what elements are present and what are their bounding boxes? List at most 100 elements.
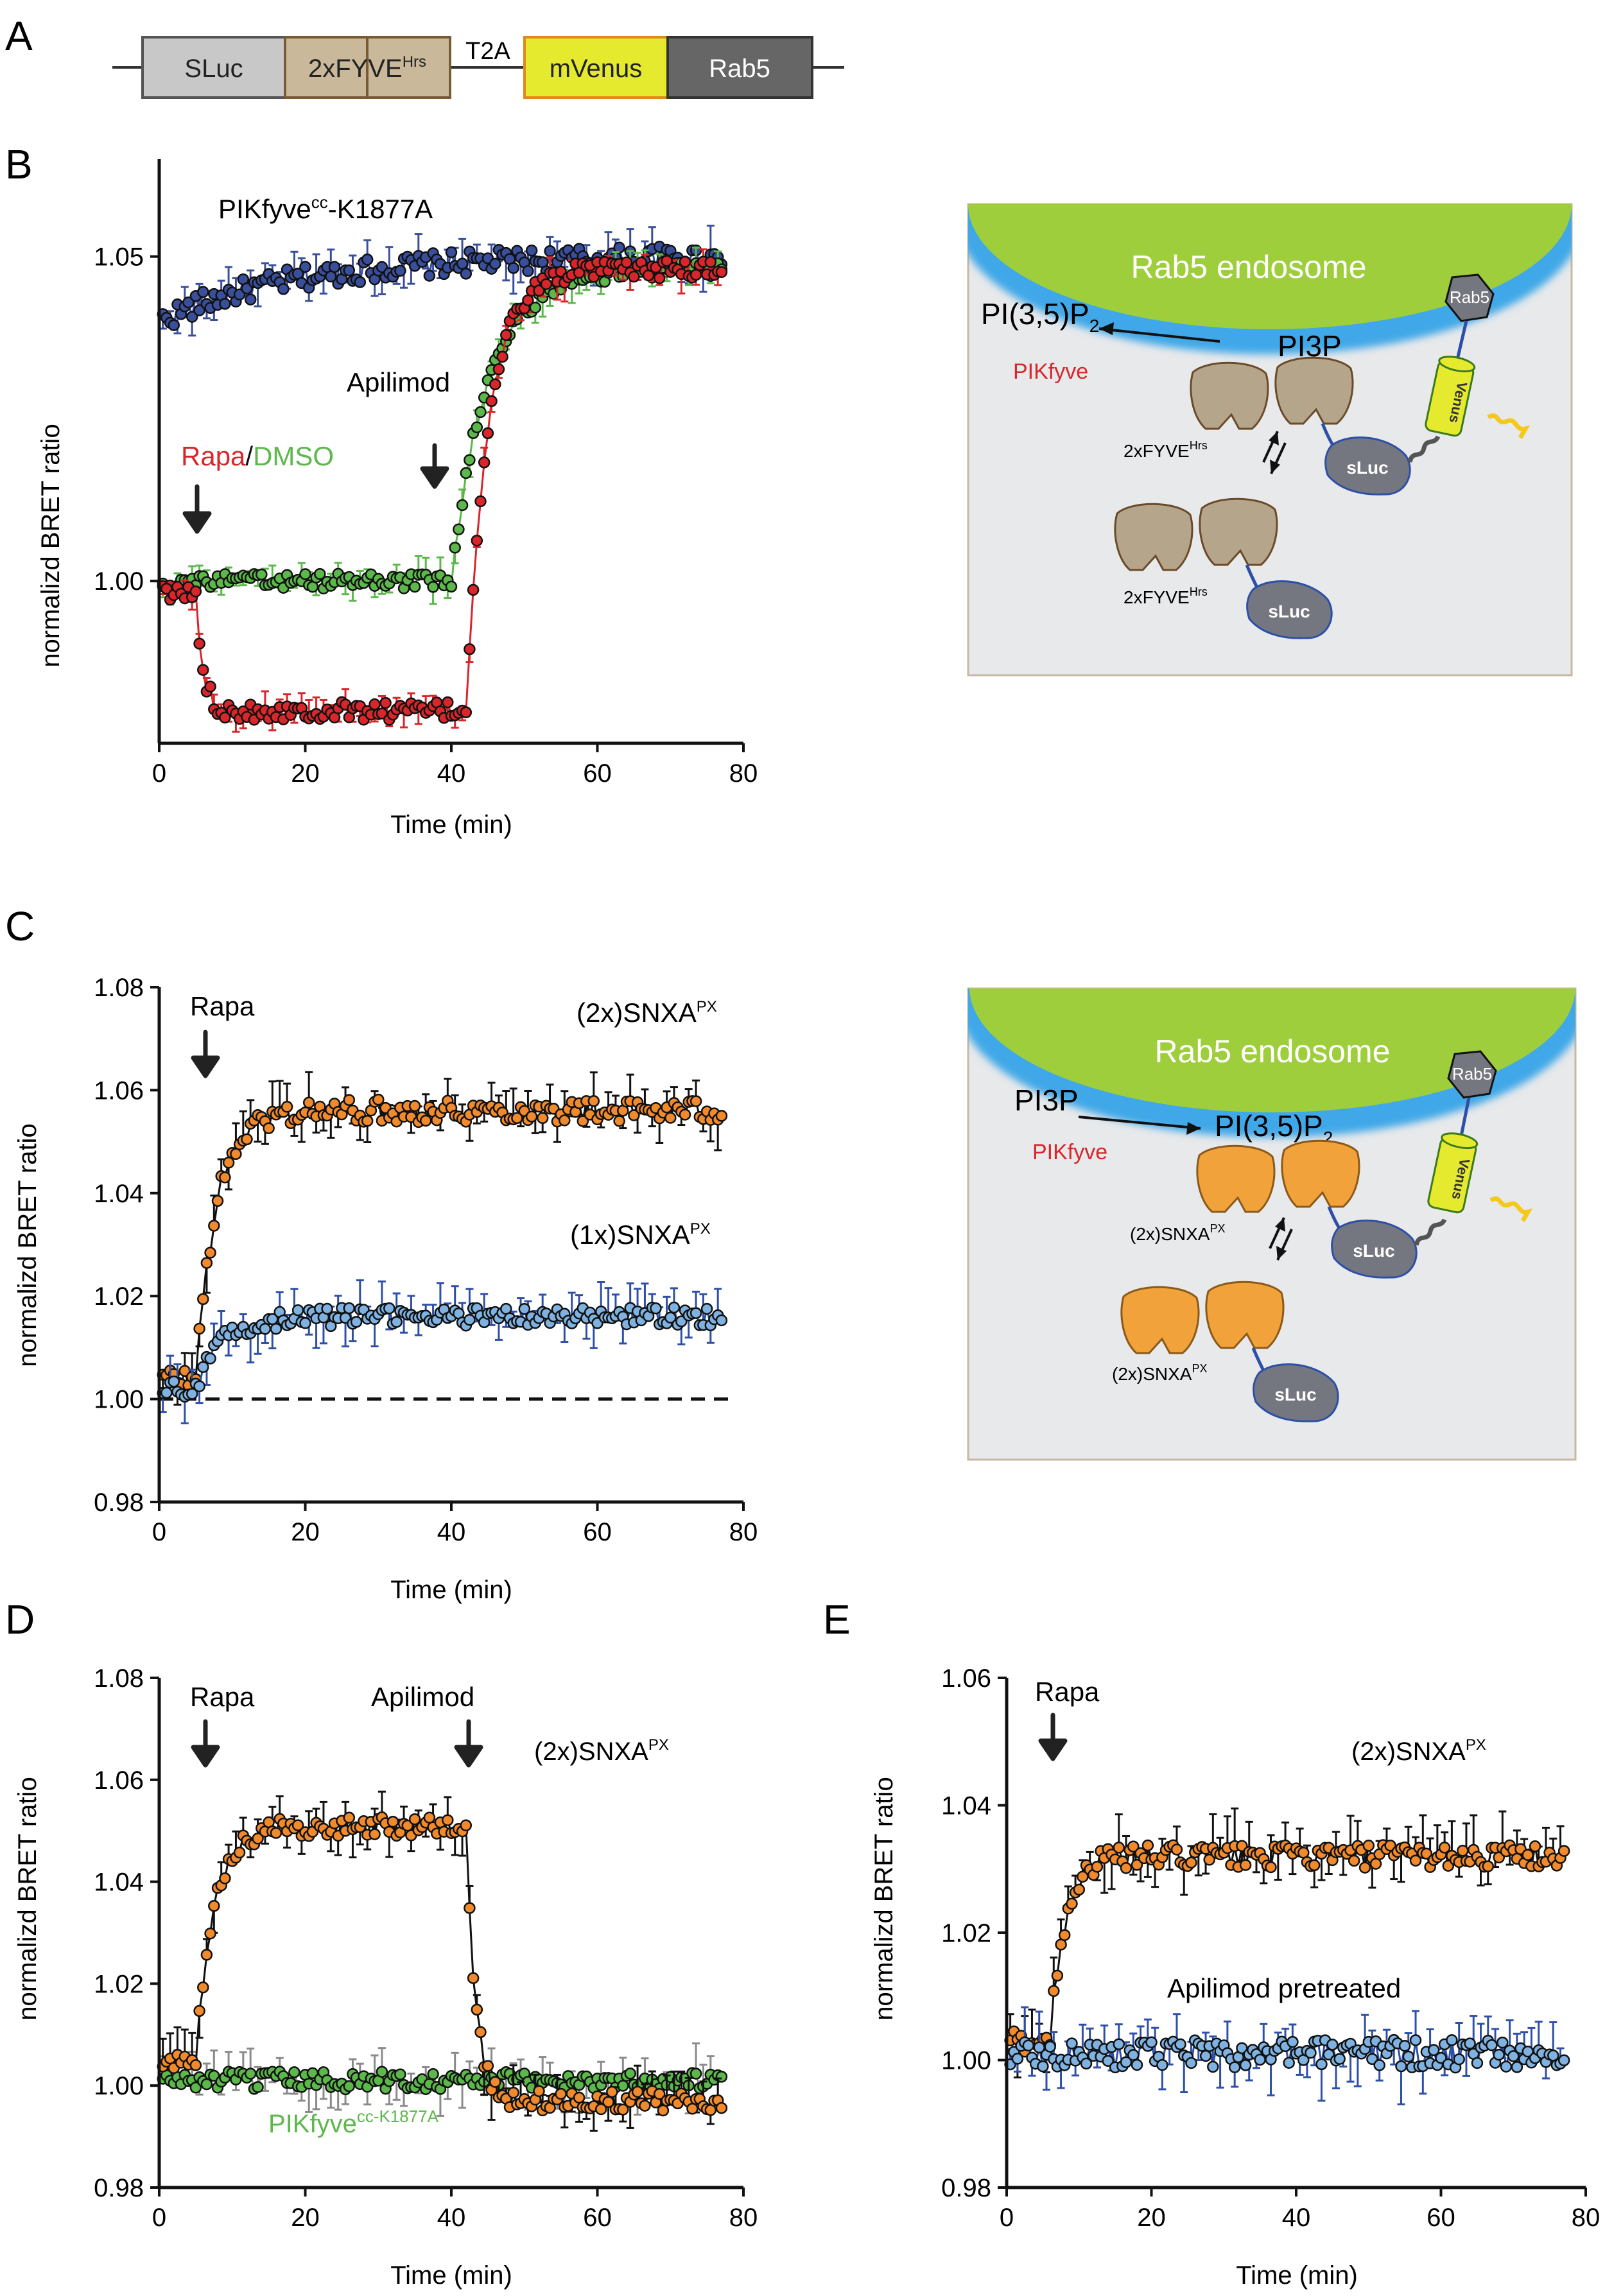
series-lightblue bbox=[1004, 2006, 1570, 2105]
data-point bbox=[573, 2091, 586, 2104]
segment-sluc-label: SLuc bbox=[184, 55, 243, 83]
data-point bbox=[208, 1900, 220, 1912]
data-point bbox=[525, 245, 538, 257]
data-point bbox=[1482, 1860, 1495, 1872]
schematic-b-conversion-arrow bbox=[1098, 327, 1220, 343]
data-point bbox=[1358, 1861, 1371, 1874]
data-point bbox=[1185, 1856, 1197, 1869]
data-point bbox=[715, 2102, 728, 2114]
data-point bbox=[321, 1302, 333, 1315]
schematic-c-free-snx-1 bbox=[1120, 1286, 1200, 1354]
y-tick-label: 0.98 bbox=[941, 2174, 991, 2202]
data-point bbox=[197, 1361, 209, 1373]
y-tick-label: 1.06 bbox=[941, 1664, 991, 1693]
x-tick-label: 0 bbox=[152, 1518, 166, 1546]
chart-c-rapa-label: Rapa bbox=[190, 991, 255, 1021]
data-point bbox=[471, 2003, 483, 2016]
data-point bbox=[464, 1902, 476, 1914]
data-point bbox=[219, 711, 231, 724]
segment-venus-label: mVenus bbox=[550, 55, 643, 83]
data-point bbox=[299, 1317, 311, 1329]
data-point bbox=[252, 1833, 264, 1845]
data-point bbox=[427, 581, 439, 593]
data-point bbox=[343, 1302, 356, 1315]
data-point bbox=[219, 1171, 231, 1184]
panel-letter-d: D bbox=[5, 1596, 35, 1643]
x-tick-label: 40 bbox=[437, 2204, 466, 2232]
schematic-b-bound-fyve-1 bbox=[1190, 361, 1269, 430]
data-point bbox=[361, 254, 374, 266]
data-point bbox=[492, 363, 505, 375]
data-point bbox=[533, 284, 545, 297]
schematic-b-rab5-stalk bbox=[1455, 320, 1468, 360]
data-point bbox=[1113, 2038, 1125, 2050]
data-point bbox=[1073, 1883, 1086, 1896]
schematic-c-enzyme-label: PIKfyve bbox=[1032, 1140, 1107, 1164]
chart-c-ylabel: normalizd BRET ratio bbox=[13, 1123, 42, 1367]
data-point bbox=[507, 262, 519, 274]
data-point bbox=[186, 1388, 198, 1400]
schematic-b-bound-sluc bbox=[1324, 436, 1411, 496]
data-point bbox=[1051, 1969, 1064, 1982]
y-tick-label: 1.02 bbox=[94, 1970, 144, 1998]
data-point bbox=[657, 2104, 670, 2117]
data-point bbox=[464, 1313, 476, 1326]
chart-e-rapa-arrow bbox=[1038, 1713, 1068, 1761]
data-point bbox=[690, 268, 702, 281]
data-point bbox=[489, 378, 501, 390]
data-point bbox=[522, 265, 534, 277]
data-point bbox=[1113, 1842, 1125, 1854]
data-point bbox=[219, 1872, 231, 1885]
data-point bbox=[277, 283, 290, 295]
data-point bbox=[189, 585, 202, 598]
data-point bbox=[1315, 2058, 1328, 2071]
data-point bbox=[1457, 1845, 1469, 1857]
data-point bbox=[1091, 1861, 1104, 1873]
schematic-c-bound-sluc-label: sLuc bbox=[1353, 1241, 1394, 1261]
data-point bbox=[460, 1819, 473, 1832]
data-point bbox=[1438, 1842, 1451, 1854]
data-point bbox=[189, 2059, 202, 2071]
data-point bbox=[536, 1112, 549, 1125]
y-tick-label: 1.02 bbox=[941, 1919, 991, 1947]
schematic-c-free-snx-2 bbox=[1205, 1281, 1285, 1349]
schematic-c-energy-squiggle bbox=[1414, 1218, 1447, 1247]
x-tick-label: 0 bbox=[152, 2204, 166, 2232]
y-tick-label: 0.98 bbox=[94, 2174, 144, 2202]
chart-d-apilimod-label: Apilimod bbox=[371, 1682, 474, 1712]
data-point bbox=[653, 2087, 666, 2100]
data-point bbox=[507, 2086, 519, 2099]
x-tick-label: 20 bbox=[291, 1518, 320, 1546]
data-point bbox=[1522, 1849, 1534, 1861]
data-point bbox=[478, 456, 490, 469]
schematic-c-free-sluc-label: sLuc bbox=[1274, 1385, 1316, 1404]
data-point bbox=[270, 1827, 282, 1839]
schematic-c-product-label: PI(3,5)P2 bbox=[1215, 1109, 1333, 1148]
chart-b-title: PIKfyvecc-K1877A bbox=[218, 193, 433, 224]
schematic-c-probe-label-bottom: (2x)SNXAPX bbox=[1112, 1362, 1207, 1384]
chart-d: 0 20 40 60 80 0.98 1.00 1.02 1.04 1.06 1.08 normal… bbox=[13, 1664, 758, 2290]
data-point bbox=[664, 1112, 677, 1124]
segment-rab5 bbox=[666, 36, 813, 99]
data-point bbox=[620, 256, 633, 269]
data-point bbox=[1131, 1859, 1143, 1871]
data-point bbox=[525, 1110, 538, 1123]
data-point bbox=[1199, 2050, 1212, 2062]
data-point bbox=[1326, 2039, 1339, 2051]
data-point bbox=[1207, 2060, 1219, 2073]
chart-b: 0 20 40 60 80 1.00 1.05 normalizd BRET ratio T… bbox=[37, 159, 758, 839]
data-point bbox=[482, 2060, 494, 2072]
x-tick-label: 60 bbox=[583, 759, 612, 788]
data-point bbox=[690, 1095, 702, 1107]
schematic-c-bound-snx-1 bbox=[1196, 1144, 1276, 1213]
data-point bbox=[1185, 2057, 1197, 2069]
series-line bbox=[162, 258, 722, 723]
schematic-b-arrowhead bbox=[1099, 322, 1114, 335]
data-point bbox=[200, 1949, 213, 1961]
schematic-c-endosome bbox=[969, 988, 1575, 1112]
chart-d-rapa-arrow bbox=[191, 1719, 220, 1768]
y-tick-label: 1.08 bbox=[94, 1664, 144, 1693]
data-point bbox=[197, 1293, 209, 1306]
data-point bbox=[1044, 2041, 1056, 2053]
y-tick-label: 1.04 bbox=[94, 1180, 144, 1208]
